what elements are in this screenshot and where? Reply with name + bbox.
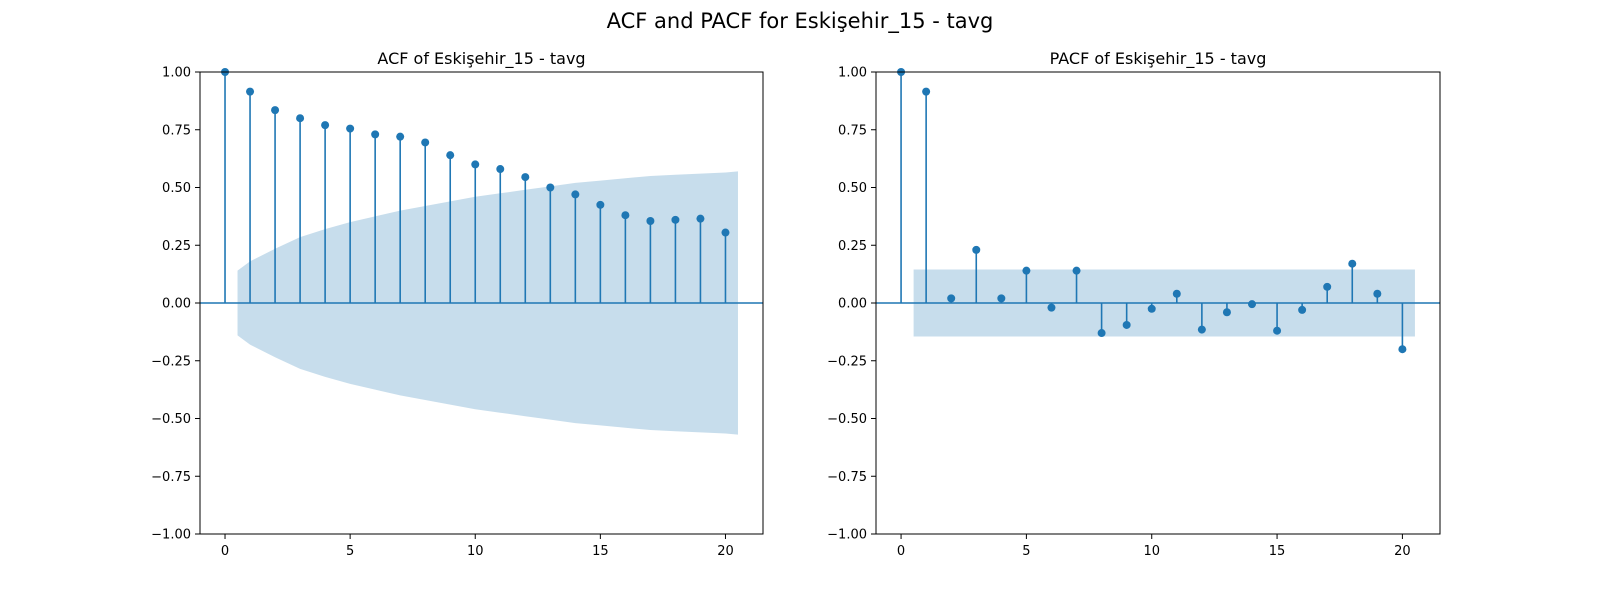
pacf-marker-lag-7 bbox=[1072, 266, 1081, 275]
pacf-marker-lag-2 bbox=[947, 294, 956, 303]
pacf-marker-lag-20 bbox=[1398, 345, 1407, 354]
figure-title: ACF and PACF for Eskişehir_15 - tavg bbox=[607, 9, 994, 34]
pacf-y-tick-label-6: 0.50 bbox=[838, 181, 867, 196]
acf-y-tick-label-1: −0.75 bbox=[151, 470, 191, 485]
acf-y-tick-label-7: 0.75 bbox=[162, 123, 191, 138]
pacf-marker-lag-5 bbox=[1022, 266, 1031, 275]
acf-y-tick-label-2: −0.50 bbox=[151, 412, 191, 427]
acf-marker-lag-17 bbox=[646, 216, 655, 225]
pacf-marker-lag-10 bbox=[1147, 304, 1156, 313]
pacf-marker-lag-17 bbox=[1323, 282, 1332, 291]
acf-marker-lag-9 bbox=[446, 151, 455, 160]
pacf-marker-lag-16 bbox=[1298, 305, 1307, 314]
pacf-x-tick-label-5: 5 bbox=[1022, 544, 1030, 559]
pacf-y-tick-label-1: −0.75 bbox=[827, 470, 867, 485]
acf-x-tick-label-5: 5 bbox=[346, 544, 354, 559]
acf-marker-lag-18 bbox=[671, 215, 680, 224]
acf-marker-lag-4 bbox=[321, 121, 330, 130]
pacf-marker-lag-9 bbox=[1122, 320, 1131, 329]
acf-marker-lag-15 bbox=[596, 200, 605, 209]
pacf-marker-lag-15 bbox=[1273, 326, 1282, 335]
acf-x-tick-label-15: 15 bbox=[592, 544, 609, 559]
pacf-marker-lag-3 bbox=[972, 245, 981, 254]
acf-x-tick-label-10: 10 bbox=[467, 544, 484, 559]
acf-marker-lag-20 bbox=[721, 228, 730, 237]
acf-y-tick-label-5: 0.25 bbox=[162, 239, 191, 254]
pacf-y-tick-label-7: 0.75 bbox=[838, 123, 867, 138]
acf-y-tick-label-3: −0.25 bbox=[151, 354, 191, 369]
pacf-x-tick-label-20: 20 bbox=[1394, 544, 1411, 559]
pacf-panel: 0 5 10 15 20 −1.00 −0.75 −0.50 −0.25 0.00 0.25 0.50… bbox=[827, 49, 1441, 559]
pacf-marker-lag-19 bbox=[1373, 289, 1382, 298]
pacf-marker-lag-12 bbox=[1197, 325, 1206, 334]
acf-y-tick-label-8: 1.00 bbox=[162, 66, 191, 81]
pacf-x-tick-label-0: 0 bbox=[897, 544, 905, 559]
acf-marker-lag-19 bbox=[696, 214, 705, 223]
acf-marker-lag-2 bbox=[271, 106, 280, 115]
acf-y-tick-label-6: 0.50 bbox=[162, 181, 191, 196]
pacf-y-tick-label-8: 1.00 bbox=[838, 66, 867, 81]
pacf-x-tick-label-15: 15 bbox=[1269, 544, 1286, 559]
pacf-marker-lag-11 bbox=[1172, 289, 1181, 298]
acf-marker-lag-3 bbox=[296, 114, 305, 123]
pacf-marker-lag-14 bbox=[1248, 300, 1256, 309]
acf-x-tick-label-20: 20 bbox=[717, 544, 734, 559]
pacf-y-tick-label-4: 0.00 bbox=[838, 297, 867, 312]
acf-marker-lag-7 bbox=[396, 132, 405, 141]
pacf-y-tick-label-3: −0.25 bbox=[827, 354, 867, 369]
pacf-marker-lag-13 bbox=[1222, 308, 1231, 317]
acf-marker-lag-10 bbox=[471, 160, 480, 169]
pacf-y-tick-label-5: 0.25 bbox=[838, 239, 867, 254]
pacf-marker-lag-1 bbox=[922, 87, 931, 96]
pacf-marker-lag-6 bbox=[1047, 303, 1056, 312]
pacf-marker-lag-4 bbox=[997, 294, 1006, 303]
acf-marker-lag-8 bbox=[421, 138, 430, 147]
acf-y-tick-label-4: 0.00 bbox=[162, 297, 191, 312]
acf-marker-lag-12 bbox=[521, 173, 530, 182]
pacf-title: PACF of Eskişehir_15 - tavg bbox=[1050, 49, 1267, 69]
pacf-x-tick-label-10: 10 bbox=[1143, 544, 1160, 559]
acf-marker-lag-11 bbox=[496, 165, 505, 174]
pacf-y-tick-label-2: −0.50 bbox=[827, 412, 867, 427]
acf-marker-lag-5 bbox=[346, 124, 355, 133]
acf-marker-lag-1 bbox=[246, 87, 255, 96]
acf-marker-lag-14 bbox=[571, 190, 580, 199]
pacf-y-tick-label-0: −1.00 bbox=[827, 528, 867, 543]
acf-marker-lag-6 bbox=[371, 130, 380, 139]
acf-marker-lag-16 bbox=[621, 211, 630, 220]
pacf-marker-lag-8 bbox=[1097, 329, 1106, 338]
acf-y-tick-label-0: −1.00 bbox=[151, 528, 191, 543]
acf-x-tick-label-0: 0 bbox=[221, 544, 229, 559]
acf-title: ACF of Eskişehir_15 - tavg bbox=[377, 49, 585, 69]
acf-marker-lag-13 bbox=[546, 183, 555, 192]
pacf-marker-lag-18 bbox=[1348, 259, 1357, 268]
acf-panel: 0 5 10 15 20 −1.00 −0.75 −0.50 −0.25 0.00 0.25 0.50… bbox=[151, 49, 764, 559]
